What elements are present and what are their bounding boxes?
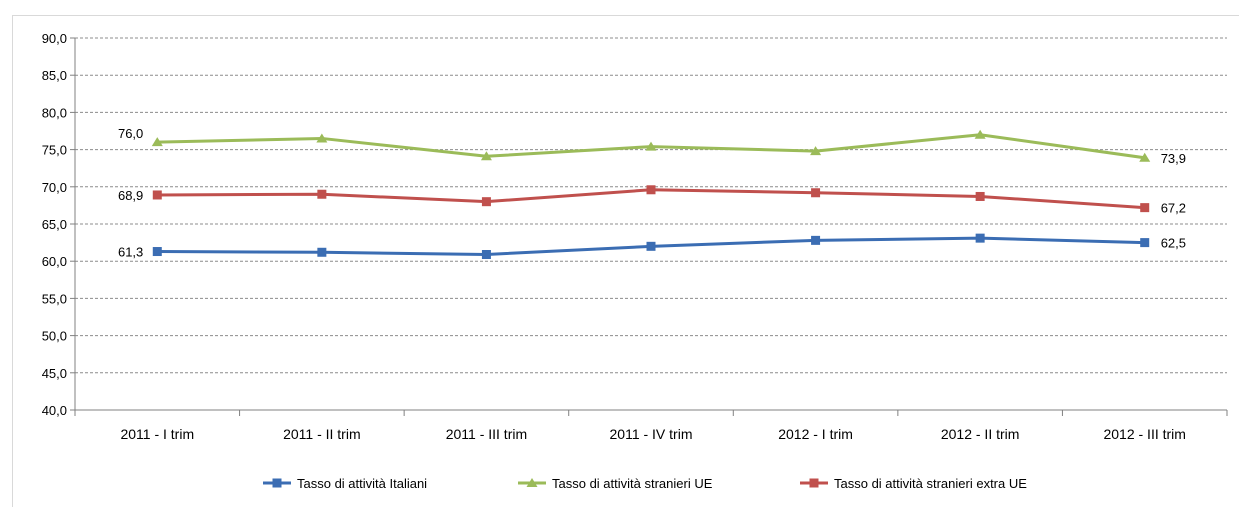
data-labels: 61,3 62,5 76,0 73,9 68,9 67,2 [118, 126, 1186, 259]
data-point [316, 133, 328, 143]
data-label-first: 68,9 [118, 188, 143, 203]
data-point [975, 191, 985, 201]
series-3 [152, 185, 1150, 213]
legend-marker [809, 478, 819, 488]
data-point [811, 235, 821, 245]
data-label-first: 76,0 [118, 126, 143, 141]
legend-item: Tasso di attività stranieri extra UE [800, 476, 1027, 491]
y-tick-label: 75,0 [42, 143, 67, 158]
data-point [646, 185, 656, 195]
x-tick-label: 2011 - III trim [446, 426, 527, 442]
legend: Tasso di attività Italiani Tasso di attiv… [263, 476, 1027, 491]
data-point [974, 129, 986, 139]
data-label-last: 62,5 [1161, 236, 1186, 251]
data-point [152, 190, 162, 200]
axes [70, 37, 1228, 416]
data-point [152, 247, 162, 257]
y-tick-label: 90,0 [42, 31, 67, 46]
data-point [1140, 238, 1150, 248]
data-point [480, 151, 492, 161]
data-point [810, 146, 822, 156]
legend-item: Tasso di attività stranieri UE [518, 476, 713, 491]
y-tick-label: 40,0 [42, 403, 67, 418]
x-tick-label: 2011 - IV trim [610, 426, 693, 442]
data-point [151, 137, 163, 147]
legend-item: Tasso di attività Italiani [263, 476, 427, 491]
data-label-last: 73,9 [1161, 151, 1186, 166]
legend-marker [526, 478, 538, 487]
data-point [317, 247, 327, 257]
x-tick-label: 2012 - III trim [1103, 426, 1185, 442]
frame-border-top [12, 15, 1239, 16]
y-tick-label: 85,0 [42, 68, 67, 83]
y-tick-label: 45,0 [42, 366, 67, 381]
data-point [646, 241, 656, 251]
data-point [645, 141, 657, 151]
data-point [481, 250, 491, 260]
x-tick-label: 2012 - I trim [778, 426, 853, 442]
y-tick-label: 70,0 [42, 180, 67, 195]
legend-marker [272, 478, 282, 488]
y-tick-label: 60,0 [42, 254, 67, 269]
data-label-first: 61,3 [118, 245, 143, 260]
gridlines [75, 37, 1227, 374]
data-point [317, 189, 327, 199]
x-tick-label: 2011 - II trim [283, 426, 361, 442]
data-point [1140, 203, 1150, 213]
data-point [481, 197, 491, 207]
frame-border-left [12, 15, 13, 507]
y-tick-label: 50,0 [42, 329, 67, 344]
x-tick-label: 2011 - I trim [120, 426, 194, 442]
x-tick-label: 2012 - II trim [941, 426, 1020, 442]
series-2 [151, 129, 1151, 162]
data-point [1139, 152, 1151, 162]
data-point [811, 188, 821, 198]
series-group [151, 129, 1151, 260]
legend-label: Tasso di attività Italiani [297, 476, 427, 491]
x-axis-ticks: 2011 - I trim 2011 - II trim 2011 - III tr… [120, 426, 1185, 442]
data-label-last: 67,2 [1161, 201, 1186, 216]
legend-label: Tasso di attività stranieri extra UE [834, 476, 1027, 491]
legend-label: Tasso di attività stranieri UE [552, 476, 713, 491]
y-tick-label: 55,0 [42, 291, 67, 306]
data-point [975, 233, 985, 243]
series-1 [152, 233, 1150, 260]
y-tick-label: 80,0 [42, 105, 67, 120]
y-axis-ticks: 40,0 45,0 50,0 55,0 60,0 65,0 70,0 75,0 80,0 85,0… [42, 31, 67, 418]
y-tick-label: 65,0 [42, 217, 67, 232]
